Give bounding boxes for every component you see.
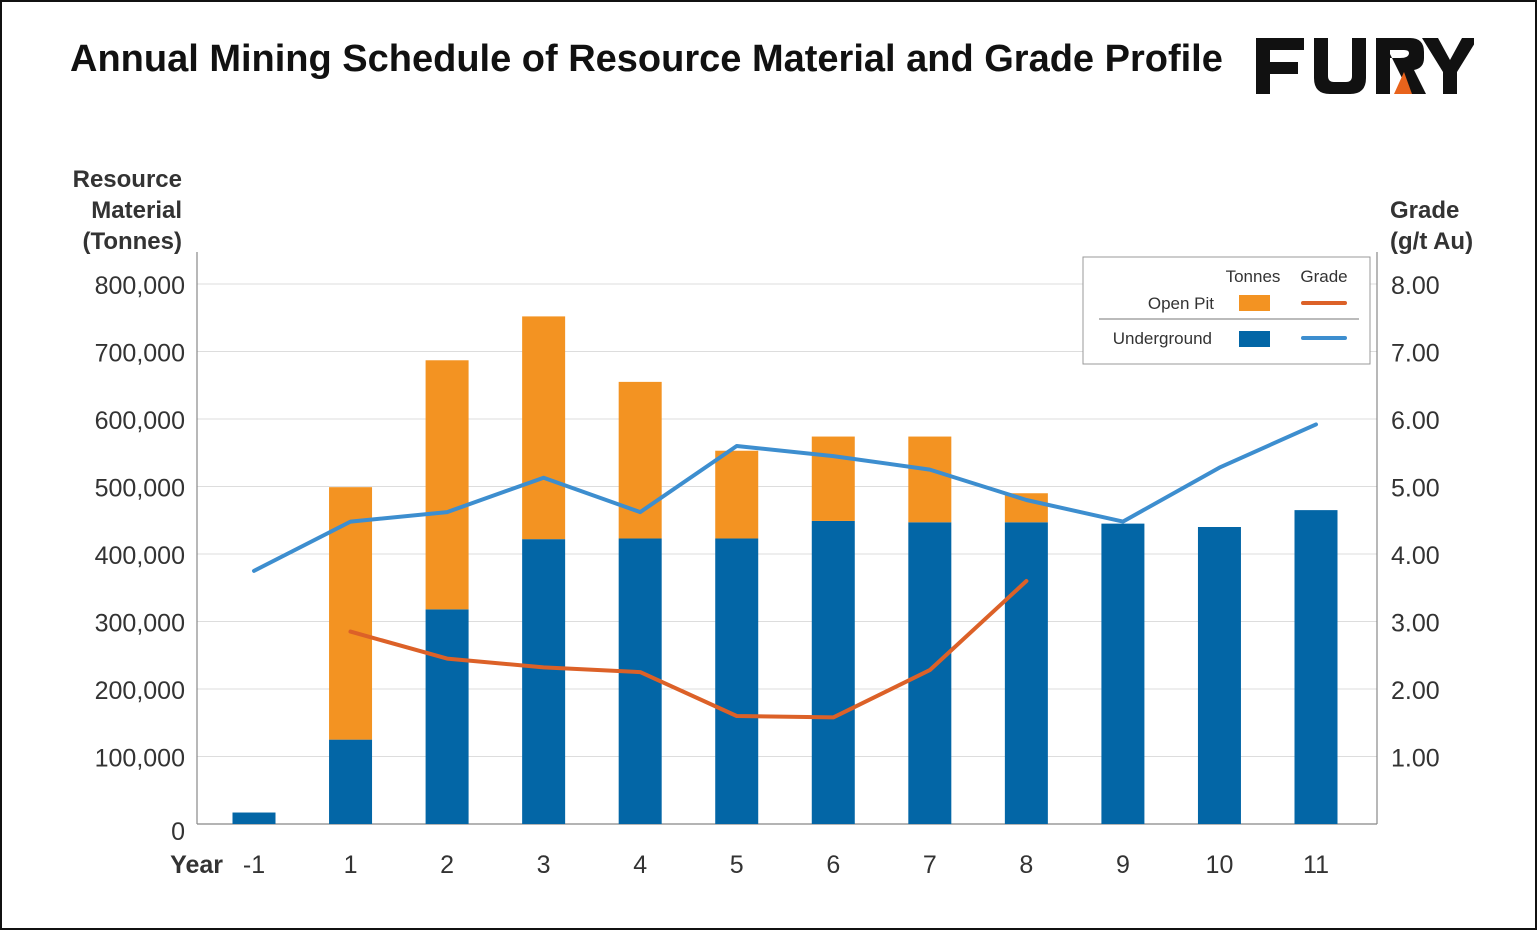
x-tick-label: 4 [633,851,647,879]
x-axis-title: Year [170,851,223,879]
y-tick-label: 500,000 [95,475,185,503]
bar-underground [1004,522,1048,824]
bar-open-pit [715,450,759,539]
bar-underground [811,520,855,824]
chart-title: Annual Mining Schedule of Resource Mater… [70,38,1223,80]
bar-open-pit [908,436,952,523]
legend-swatch-open-pit-bar [1239,295,1270,311]
x-tick-label: 10 [1206,851,1234,879]
y-axis-title: Resource [73,166,182,193]
x-tick-label: 5 [730,851,744,879]
grade-lines [252,422,1318,720]
y2-tick-label: 6.00 [1391,407,1440,435]
legend-label-underground: Underground [1113,329,1212,348]
x-tick-label: 11 [1303,851,1329,879]
x-tick-label: 1 [344,851,358,879]
y2-tick-label: 4.00 [1391,542,1440,570]
bar-open-pit [1004,493,1048,523]
bar-underground [425,609,469,824]
bar-underground [232,812,276,824]
bar-open-pit [522,316,566,540]
y-tick-label: 700,000 [95,340,185,368]
y-tick-label: 300,000 [95,610,185,638]
y2-tick-label: 2.00 [1391,677,1440,705]
grade-line-open-pit [348,579,1029,720]
y2-axis-title: Grade [1390,197,1459,224]
gridlines [197,283,1377,757]
bar-underground [1197,527,1241,824]
y2-tick-label: 3.00 [1391,610,1440,638]
x-tick-label: 9 [1116,851,1130,879]
bar-open-pit [618,381,662,539]
y-axis-title: Material [91,197,182,224]
grade-line-underground [252,422,1318,573]
y-tick-label: 800,000 [95,272,185,300]
y2-tick-label: 7.00 [1391,340,1440,368]
bar-underground [1101,523,1145,824]
bar-open-pit [329,487,373,740]
y2-tick-label: 8.00 [1391,272,1440,300]
bar-underground [618,538,662,824]
x-tick-label: 8 [1019,851,1033,879]
bar-underground [329,739,373,824]
bar-underground [715,538,759,824]
bar-underground [1294,510,1338,824]
x-tick-label: -1 [243,851,265,879]
legend: Tonnes Grade Open Pit Underground [1082,256,1371,365]
y-tick-label: 100,000 [95,745,185,773]
y-tick-label: 0 [171,818,185,846]
bar-underground [908,522,952,824]
y2-tick-label: 5.00 [1391,475,1440,503]
x-tick-label: 3 [537,851,551,879]
y2-tick-label: 1.00 [1391,745,1440,773]
y-tick-label: 600,000 [95,407,185,435]
y-tick-label: 200,000 [95,677,185,705]
bar-underground [522,539,566,824]
y2-axis-title: (g/t Au) [1390,228,1473,255]
logo-wordmark [1256,38,1474,94]
x-tick-label: 7 [923,851,937,879]
bars [232,316,1338,824]
legend-label-open-pit: Open Pit [1148,294,1214,313]
y-axis-title: (Tonnes) [82,228,182,255]
legend-swatch-underground-bar [1239,331,1270,347]
legend-col-grade: Grade [1300,267,1347,286]
x-tick-label: 2 [440,851,454,879]
x-tick-label: 6 [826,851,840,879]
fury-logo [1256,38,1474,94]
y-tick-label: 400,000 [95,542,185,570]
legend-box [1082,256,1371,365]
axis-labels: 0 100,000 200,000 300,000 400,000 500,000 600,… [73,166,1473,879]
axes [196,252,1378,825]
legend-col-tonnes: Tonnes [1226,267,1281,286]
bar-open-pit [811,436,855,521]
bar-open-pit [425,360,469,610]
